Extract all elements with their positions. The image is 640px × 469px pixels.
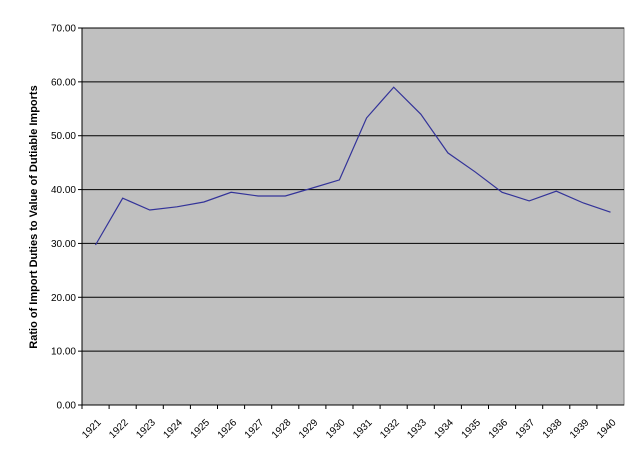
x-tick-label: 1921 — [80, 417, 104, 441]
y-tick-label: 30.00 — [51, 239, 76, 250]
x-tick-label: 1929 — [297, 417, 321, 441]
y-tick-label: 70.00 — [51, 24, 76, 35]
x-tick-label: 1939 — [568, 417, 592, 441]
x-tick-label: 1928 — [270, 417, 294, 441]
x-tick-label: 1931 — [351, 417, 375, 441]
y-axis-label: Ratio of Import Duties to Value of Dutia… — [28, 85, 40, 348]
data-line — [94, 86, 611, 246]
x-tick-label: 1925 — [189, 417, 213, 441]
y-tick-label: 10.00 — [51, 347, 76, 358]
x-tick-label: 1924 — [161, 417, 185, 441]
x-tick-label: 1926 — [216, 417, 240, 441]
x-tick-label: 1933 — [405, 417, 429, 441]
y-tick-label: 50.00 — [51, 131, 76, 142]
x-tick-label: 1935 — [460, 417, 484, 441]
x-tick-label: 1930 — [324, 417, 348, 441]
y-tick-label: 0.00 — [57, 401, 77, 412]
x-tick-label: 1927 — [243, 417, 267, 441]
x-tick-label: 1937 — [514, 417, 538, 441]
x-tick-label: 1936 — [487, 417, 511, 441]
x-tick-label: 1940 — [595, 417, 619, 441]
x-tick-label: 1934 — [432, 417, 456, 441]
x-tick-label: 1932 — [378, 417, 402, 441]
y-tick-label: 60.00 — [51, 77, 76, 88]
x-tick-label: 1923 — [134, 417, 158, 441]
y-tick-label: 20.00 — [51, 293, 76, 304]
x-tick-label: 1922 — [107, 417, 131, 441]
y-tick-label: 40.00 — [51, 185, 76, 196]
plot-area — [81, 27, 625, 406]
x-tick-label: 1938 — [541, 417, 565, 441]
